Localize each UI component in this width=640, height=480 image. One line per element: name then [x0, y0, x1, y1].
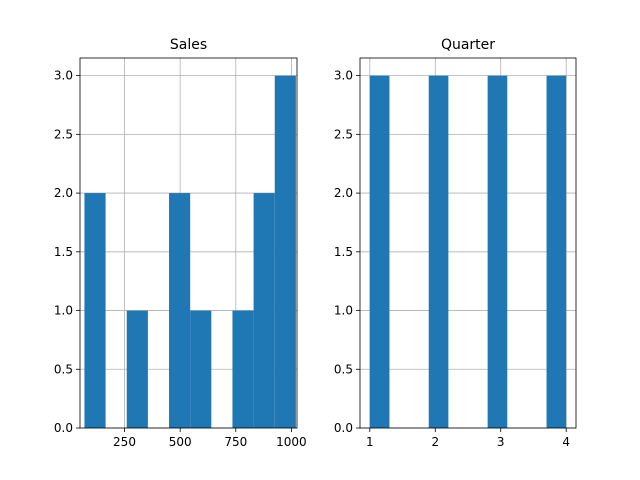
x-tick-label: 1000	[276, 435, 307, 449]
y-tick-label: 3.0	[334, 69, 353, 83]
y-tick-label: 1.0	[334, 304, 353, 318]
panel-title: Sales	[170, 37, 207, 53]
histogram-panel-sales: 250 500 750 1000 0.0 0.5 1.0 1.5 2.0 2.5 3.0 Sales	[54, 37, 307, 449]
histogram-bar	[253, 193, 275, 428]
histogram-bar	[84, 193, 106, 428]
histogram-bar	[546, 75, 567, 428]
y-tick-label: 3.0	[54, 69, 73, 83]
axes-frame	[359, 57, 577, 429]
histogram-bar	[190, 310, 212, 428]
y-tick-label: 0.0	[334, 421, 353, 435]
x-tick-label: 2	[431, 435, 439, 449]
y-tick-label: 1.0	[54, 304, 73, 318]
y-tick-label: 2.5	[334, 127, 353, 141]
histogram-bar	[232, 310, 254, 428]
histogram-panel-quarter: 1 2 3 4 0.0 0.5 1.0 1.5 2.0 2.5 3.0 Quarter	[334, 37, 577, 449]
histogram-bar	[169, 193, 191, 428]
y-tick-label: 1.5	[54, 245, 73, 259]
y-tick-label: 2.5	[54, 127, 73, 141]
y-tick-label: 0.0	[54, 421, 73, 435]
histogram-bar	[487, 75, 508, 428]
x-tick-label: 500	[169, 435, 192, 449]
x-tick-label: 750	[224, 435, 247, 449]
histogram-bar	[428, 75, 449, 428]
panel-title: Quarter	[441, 37, 495, 53]
histogram-bar	[126, 310, 148, 428]
y-tick-label: 0.5	[334, 362, 353, 376]
x-tick-label: 4	[562, 435, 570, 449]
y-tick-label: 1.5	[334, 245, 353, 259]
histogram-bar	[369, 75, 390, 428]
histogram-bar	[274, 75, 296, 428]
axes-frame	[79, 57, 298, 429]
y-tick-label: 2.0	[334, 186, 353, 200]
y-tick-label: 2.0	[54, 186, 73, 200]
x-tick-label: 250	[113, 435, 136, 449]
x-tick-label: 3	[497, 435, 505, 449]
y-tick-label: 0.5	[54, 362, 73, 376]
x-tick-label: 1	[366, 435, 374, 449]
